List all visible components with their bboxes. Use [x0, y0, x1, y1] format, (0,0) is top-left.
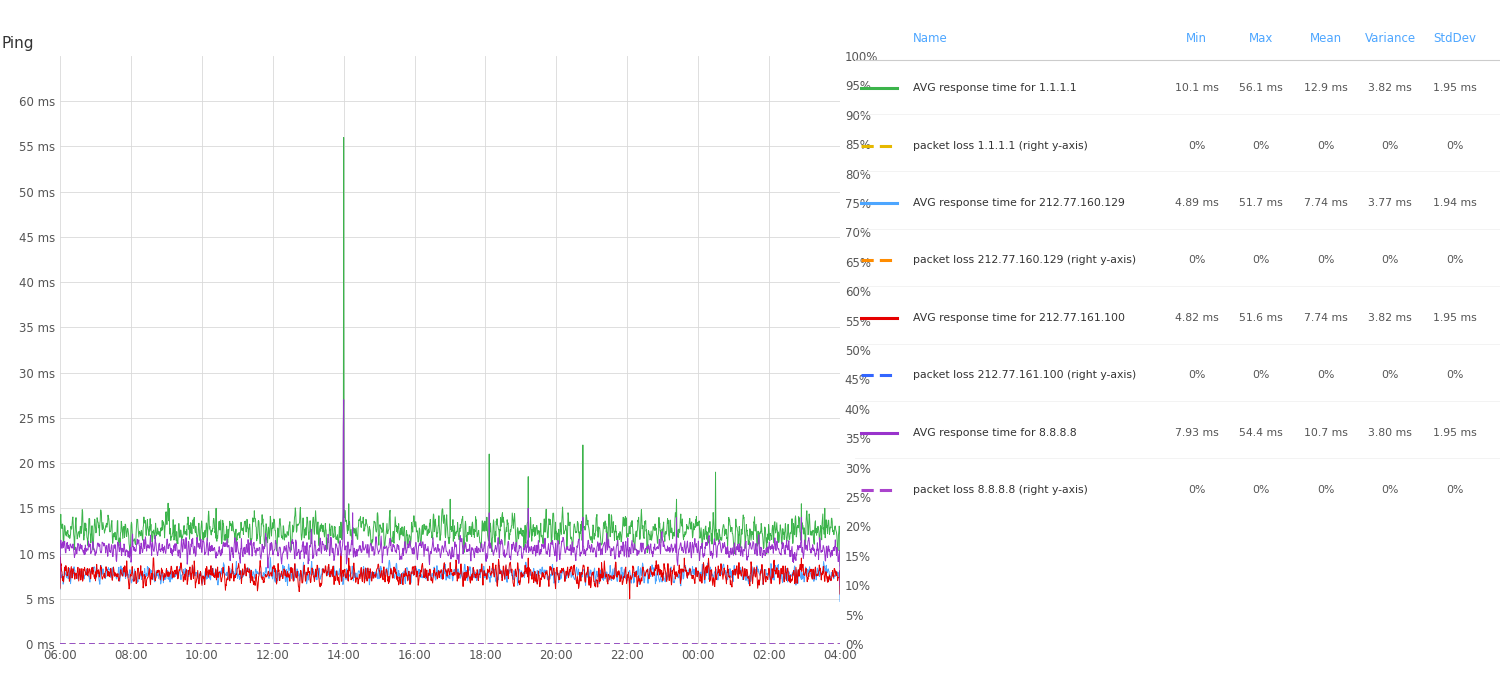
Text: 0%: 0%: [1446, 256, 1464, 265]
Text: 0%: 0%: [1188, 485, 1206, 495]
Text: 3.82 ms: 3.82 ms: [1368, 313, 1411, 323]
Text: 0%: 0%: [1382, 256, 1400, 265]
Text: 4.89 ms: 4.89 ms: [1174, 198, 1218, 208]
Text: 0%: 0%: [1382, 141, 1400, 150]
Text: Mean: Mean: [1310, 32, 1342, 45]
Text: 54.4 ms: 54.4 ms: [1239, 428, 1282, 438]
Text: 0%: 0%: [1446, 370, 1464, 380]
Text: packet loss 212.77.161.100 (right y-axis): packet loss 212.77.161.100 (right y-axis…: [914, 370, 1137, 380]
Text: 0%: 0%: [1252, 370, 1270, 380]
Text: 0%: 0%: [1317, 485, 1335, 495]
Text: 7.74 ms: 7.74 ms: [1304, 313, 1347, 323]
Text: 0%: 0%: [1188, 256, 1206, 265]
Text: 0%: 0%: [1188, 141, 1206, 150]
Text: packet loss 1.1.1.1 (right y-axis): packet loss 1.1.1.1 (right y-axis): [914, 141, 1088, 150]
Text: 0%: 0%: [1252, 485, 1270, 495]
Text: 0%: 0%: [1382, 370, 1400, 380]
Text: 51.7 ms: 51.7 ms: [1239, 198, 1282, 208]
Text: 3.80 ms: 3.80 ms: [1368, 428, 1413, 438]
Text: 0%: 0%: [1188, 370, 1206, 380]
Text: Ping: Ping: [2, 36, 34, 50]
Text: 1.94 ms: 1.94 ms: [1432, 198, 1476, 208]
Text: 3.77 ms: 3.77 ms: [1368, 198, 1411, 208]
Text: 1.95 ms: 1.95 ms: [1432, 83, 1476, 93]
Text: 0%: 0%: [1252, 256, 1270, 265]
Text: Name: Name: [914, 32, 948, 45]
Text: 10.1 ms: 10.1 ms: [1174, 83, 1219, 93]
Text: 4.82 ms: 4.82 ms: [1174, 313, 1218, 323]
Text: StdDev: StdDev: [1434, 32, 1476, 45]
Text: 0%: 0%: [1446, 485, 1464, 495]
Text: Max: Max: [1250, 32, 1274, 45]
Text: 51.6 ms: 51.6 ms: [1239, 313, 1282, 323]
Text: packet loss 8.8.8.8 (right y-axis): packet loss 8.8.8.8 (right y-axis): [914, 485, 1088, 495]
Text: 0%: 0%: [1382, 485, 1400, 495]
Text: 10.7 ms: 10.7 ms: [1304, 428, 1348, 438]
Text: packet loss 212.77.160.129 (right y-axis): packet loss 212.77.160.129 (right y-axis…: [914, 256, 1136, 265]
Text: 1.95 ms: 1.95 ms: [1432, 428, 1476, 438]
Text: 0%: 0%: [1446, 141, 1464, 150]
Text: 56.1 ms: 56.1 ms: [1239, 83, 1282, 93]
Text: 7.74 ms: 7.74 ms: [1304, 198, 1347, 208]
Text: 0%: 0%: [1252, 141, 1270, 150]
Text: 1.95 ms: 1.95 ms: [1432, 313, 1476, 323]
Text: Min: Min: [1186, 32, 1208, 45]
Text: AVG response time for 212.77.161.100: AVG response time for 212.77.161.100: [914, 313, 1125, 323]
Text: AVG response time for 1.1.1.1: AVG response time for 1.1.1.1: [914, 83, 1077, 93]
Text: 0%: 0%: [1317, 141, 1335, 150]
Text: 7.93 ms: 7.93 ms: [1174, 428, 1218, 438]
Text: AVG response time for 8.8.8.8: AVG response time for 8.8.8.8: [914, 428, 1077, 438]
Text: Variance: Variance: [1365, 32, 1416, 45]
Text: 0%: 0%: [1317, 370, 1335, 380]
Text: 3.82 ms: 3.82 ms: [1368, 83, 1411, 93]
Text: AVG response time for 212.77.160.129: AVG response time for 212.77.160.129: [914, 198, 1125, 208]
Text: 0%: 0%: [1317, 256, 1335, 265]
Text: 12.9 ms: 12.9 ms: [1304, 83, 1347, 93]
